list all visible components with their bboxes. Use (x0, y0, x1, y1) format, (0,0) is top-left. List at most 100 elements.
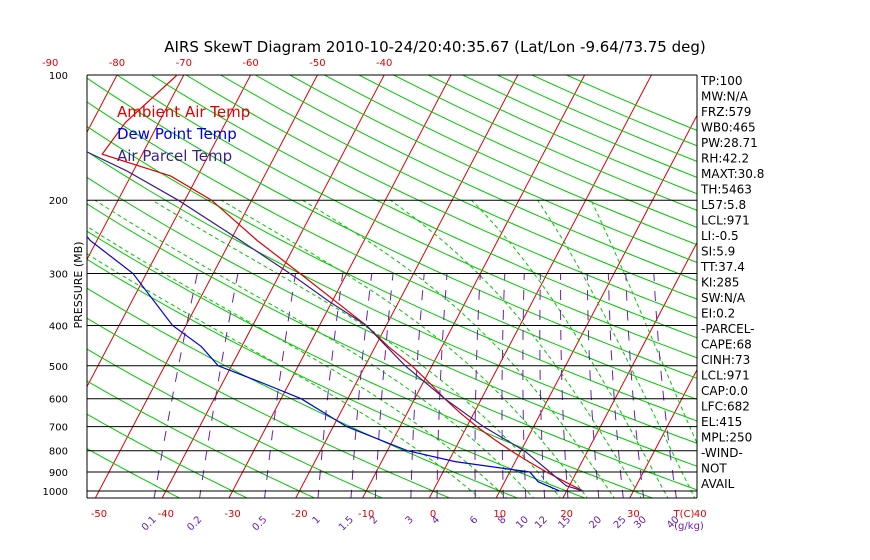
dry-adiabat-line (185, 75, 697, 319)
dry-adiabat-line (220, 75, 697, 300)
dry-adiabat-line (497, 75, 697, 162)
isotherm-line (295, 75, 519, 498)
index-label: L57:5.8 (701, 198, 746, 212)
mixing-ratio-line (539, 273, 546, 498)
mixing-ratio-line (501, 273, 506, 498)
index-label: NOT (701, 462, 727, 476)
y-tick-label: 300 (49, 270, 68, 281)
x-top-tick-label: -80 (109, 58, 125, 69)
isotherm-line (0, 75, 50, 500)
mixing-ratio-label: 4 (430, 514, 442, 526)
x-top-tick-label: -70 (176, 58, 192, 69)
dry-adiabat-line (87, 151, 697, 444)
mixing-ratio-unit-label: (g/kg) (674, 521, 704, 532)
isotherm-line (762, 75, 870, 500)
isotherm-line (228, 75, 452, 498)
dew-point-temp-line (87, 235, 561, 492)
index-label: LCL:971 (701, 214, 750, 228)
moist-adiabat-line (220, 199, 588, 498)
chart-title: AIRS SkewT Diagram 2010-10-24/20:40:35.6… (164, 38, 705, 56)
y-tick-label: 800 (49, 447, 68, 458)
mixing-ratio-label: 0.2 (185, 514, 204, 533)
isotherm-line (428, 75, 652, 498)
x-top-tick-label: -50 (309, 58, 325, 69)
x-bottom-tick-label: -40 (158, 509, 174, 520)
legend-entry: Air Parcel Temp (117, 147, 232, 165)
dry-adiabat-line (116, 75, 697, 359)
x-top-tick-label: -60 (242, 58, 258, 69)
mixing-ratio-label: 0.5 (250, 514, 269, 533)
index-label: AVAIL (701, 477, 735, 491)
mixing-ratio-line (153, 273, 198, 498)
mixing-ratio-line (264, 273, 297, 498)
mixing-ratio-label: 0.1 (140, 514, 159, 533)
index-label: TT:37.4 (700, 260, 745, 274)
index-label: RH:42.2 (701, 152, 749, 166)
isotherm-line (87, 75, 185, 261)
mixing-ratio-label: 12 (533, 514, 550, 531)
moist-adiabat-line (94, 199, 535, 498)
x-bottom-tick-label: 30 (627, 509, 640, 520)
mixing-ratio-line (560, 273, 569, 498)
dry-adiabat-line (87, 287, 519, 498)
index-label: TP:100 (700, 74, 743, 88)
x-bottom-tick-label: 40 (694, 509, 707, 520)
dry-adiabat-line (255, 75, 697, 282)
y-tick-label: 400 (49, 322, 68, 333)
index-label: PW:28.71 (701, 136, 758, 150)
y-tick-label: 600 (49, 395, 68, 406)
x-bottom-tick-label: 10 (493, 509, 506, 520)
dry-adiabat-line (87, 317, 451, 498)
mixing-ratio-line (625, 273, 645, 498)
mixing-ratio-line (410, 273, 425, 498)
y-tick-label: 500 (49, 362, 68, 373)
mixing-ratio-line (653, 273, 677, 498)
isotherm-line (161, 75, 385, 498)
y-tick-label: 700 (49, 423, 68, 434)
mixing-ratio-label: 10 (514, 514, 531, 531)
index-label: MW:N/A (701, 90, 749, 104)
x-bottom-unit-label: T(C) (673, 509, 695, 520)
mixing-ratio-line (436, 273, 448, 498)
mixing-ratio-line (607, 273, 624, 498)
index-label: LFC:682 (701, 400, 750, 414)
x-bottom-tick-label: -10 (358, 509, 374, 520)
legend-entry: Ambient Air Temp (117, 103, 250, 121)
air-parcel-temp-line (87, 151, 584, 492)
index-label: CINH:73 (701, 353, 750, 367)
x-bottom-tick-label: 20 (560, 509, 573, 520)
index-label: EL:415 (701, 415, 742, 429)
legend-entry: Dew Point Temp (117, 125, 237, 143)
mixing-ratio-label: 8 (496, 514, 508, 526)
moist-adiabat-line (87, 253, 481, 498)
moist-adiabat-line (302, 199, 615, 498)
dry-adiabat-line (151, 75, 697, 339)
index-label: KI:285 (701, 276, 739, 290)
y-tick-label: 100 (49, 71, 68, 82)
y-tick-label: 1000 (43, 487, 68, 498)
dry-adiabat-line (87, 380, 316, 498)
dry-adiabat-line (87, 77, 697, 379)
index-label: EI:0.2 (701, 307, 735, 321)
moist-adiabat-line (537, 199, 696, 498)
ambient-air-temp-line (101, 75, 584, 492)
moist-adiabat-line (390, 199, 642, 498)
mixing-ratio-label: 6 (468, 514, 480, 526)
index-label: CAPE:68 (701, 338, 752, 352)
mixing-ratio-label: 20 (587, 514, 604, 531)
profile-series (87, 75, 584, 492)
index-label: LI:-0.5 (701, 229, 739, 243)
x-top-tick-label: -90 (42, 58, 58, 69)
index-label: -WIND- (701, 446, 743, 460)
pressure-lines (86, 74, 698, 499)
x-bottom-tick-label: -30 (224, 509, 240, 520)
mixing-ratio-label: 3 (404, 514, 416, 526)
index-label: TH:5463 (700, 183, 752, 197)
mixing-ratio-label: 1.5 (337, 514, 356, 533)
index-label: SI:5.9 (701, 245, 735, 259)
mixing-ratio-line (374, 273, 394, 498)
index-label: LCL:971 (701, 369, 750, 383)
mixing-ratio-label: 1 (311, 514, 323, 526)
dry-adiabat-line (358, 75, 697, 228)
